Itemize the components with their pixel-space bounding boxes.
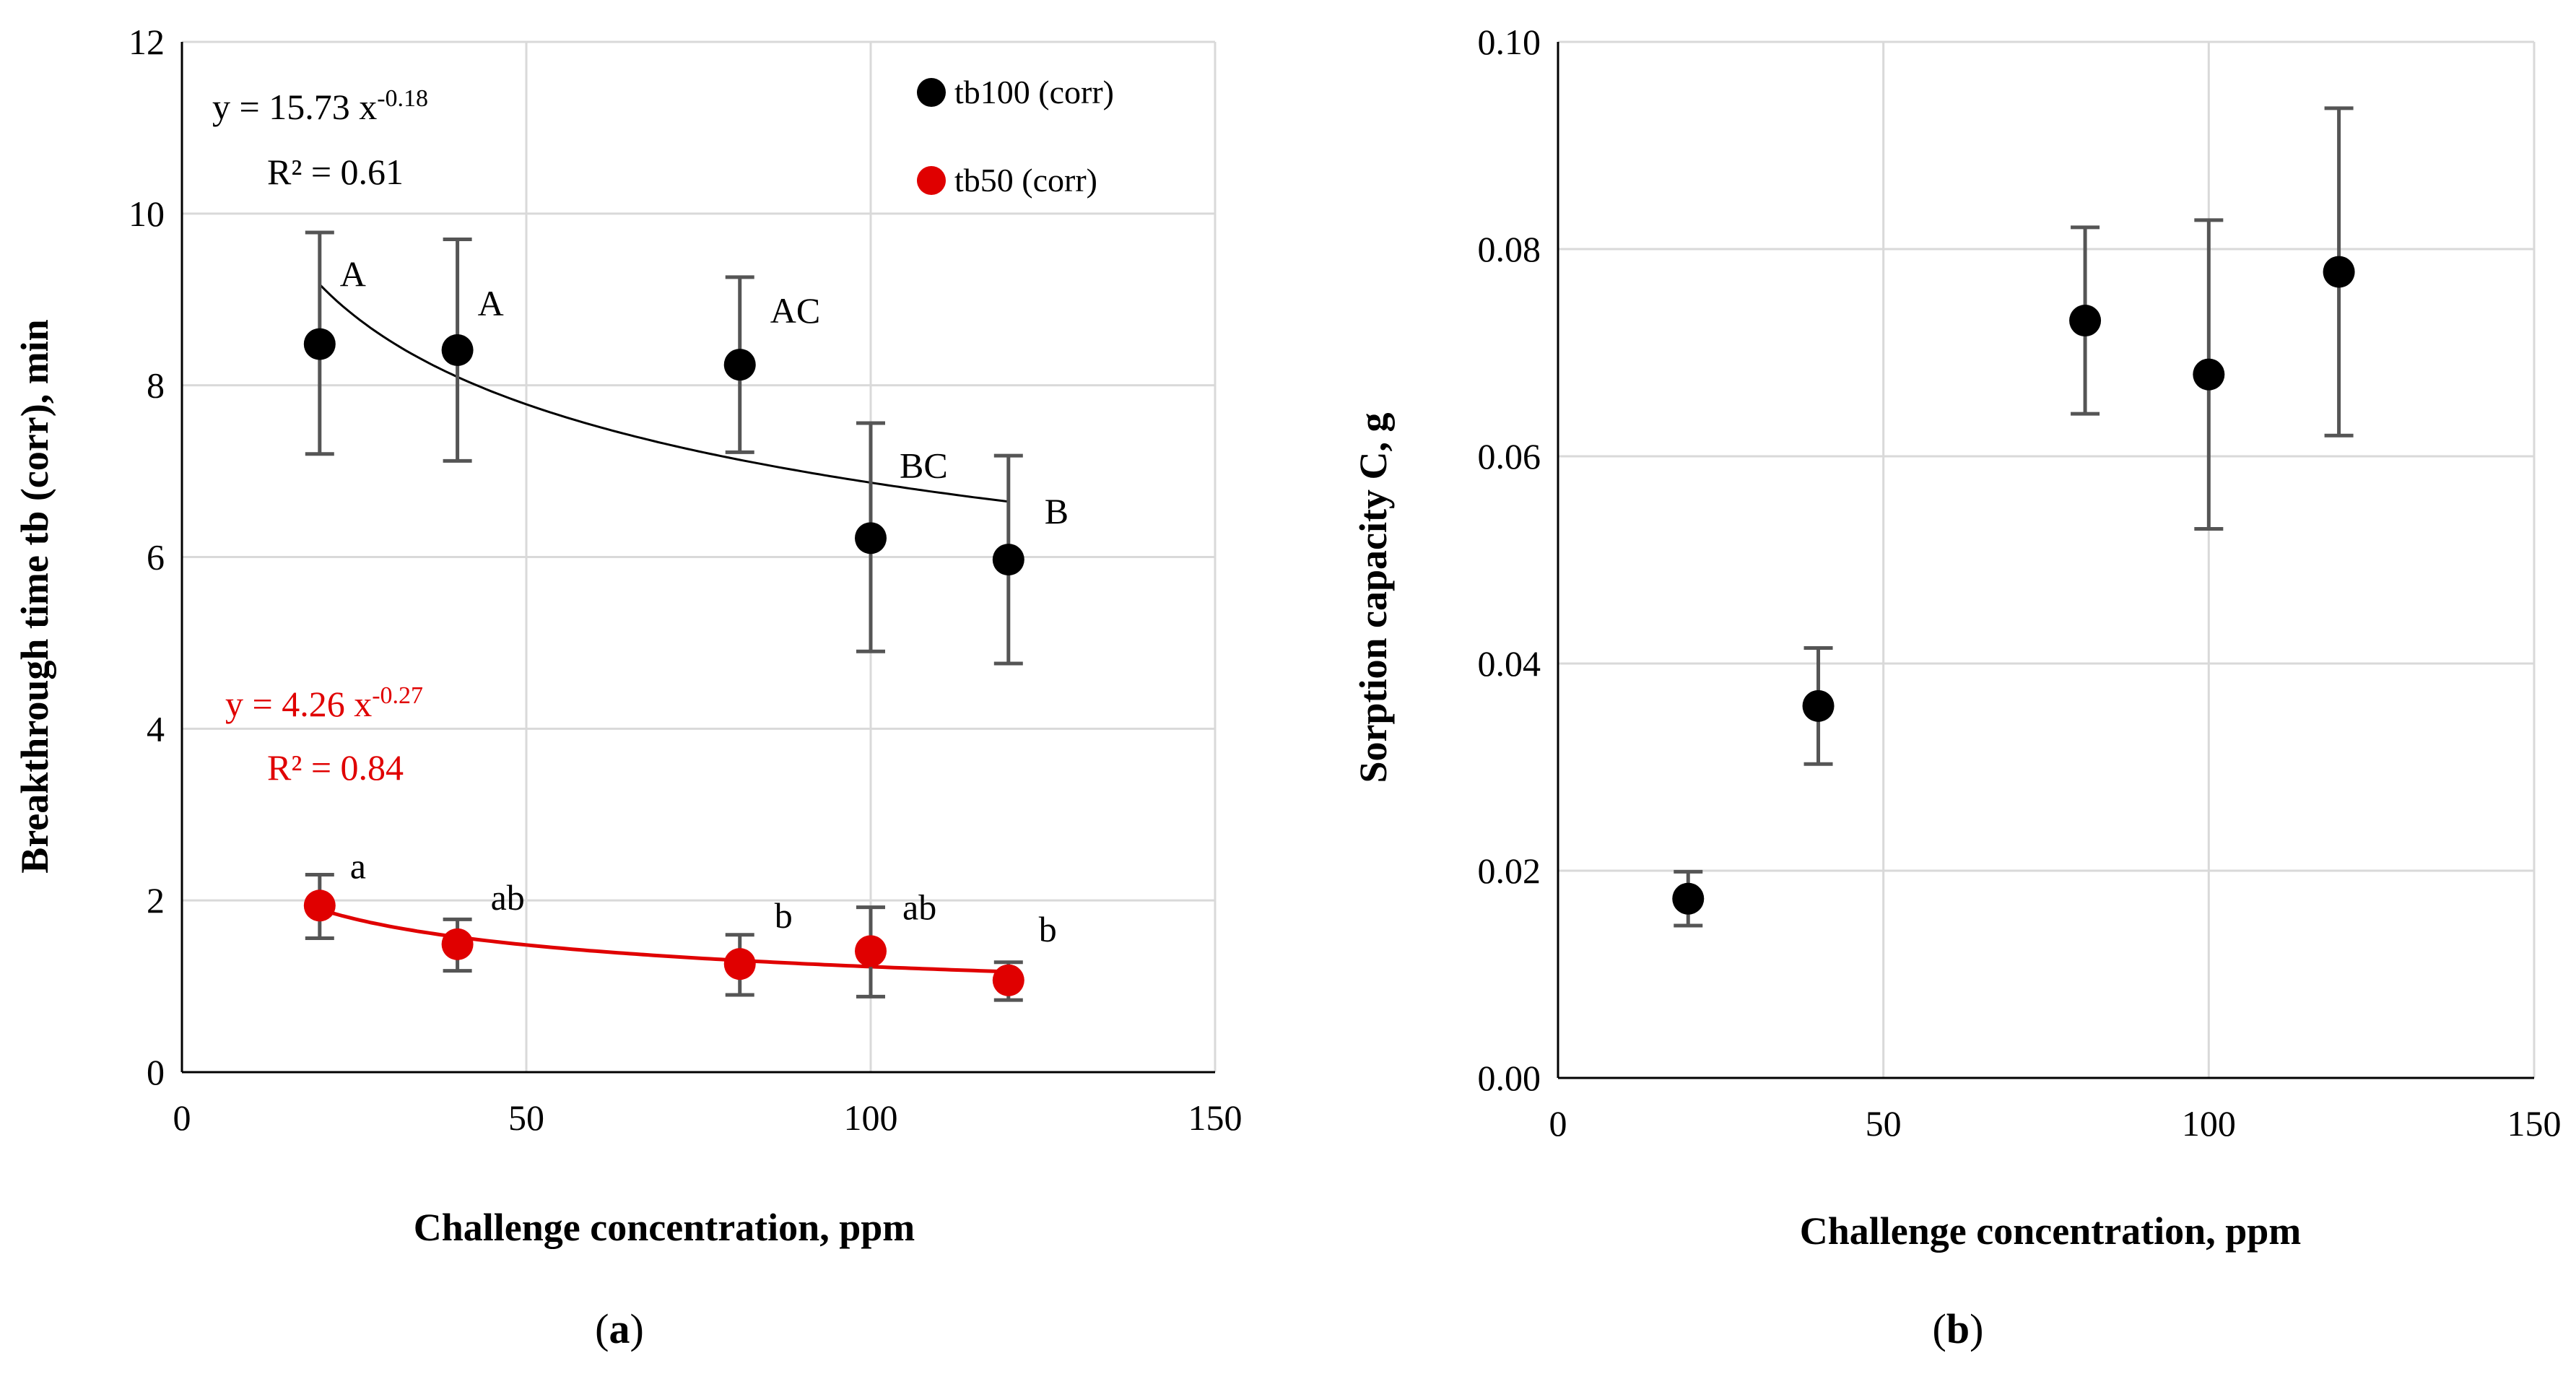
- panel-a-y-axis-title: Breakthrough time tb (corr), min: [13, 319, 56, 873]
- panel-b-error-bars: [1674, 106, 2354, 928]
- c-point: [2323, 256, 2355, 288]
- tb50-trend-line: [319, 908, 1009, 974]
- tb50-significance-letter: ab: [491, 877, 525, 918]
- panel-a-grid: [182, 40, 1217, 1072]
- tb50-trend-equation: y = 4.26 x-0.27: [225, 682, 423, 725]
- panel-b-x-axis-title: Challenge concentration, ppm: [1800, 1209, 2302, 1253]
- tb50-significance-letter: b: [775, 895, 793, 936]
- panel-b-markers: [1672, 256, 2355, 915]
- c-point: [1672, 882, 1705, 915]
- tb100-significance-letter: AC: [770, 290, 820, 331]
- tb50-point: [303, 889, 336, 922]
- panel-a: A A AC BC Ba ab b ab b 0 2 4 6 8 10 12 0 50 100 150 Challe…: [13, 22, 1243, 1352]
- tb100-r-squared: R² = 0.61: [267, 152, 404, 192]
- panel-b-y-tick-label: 0.02: [1478, 851, 1541, 891]
- c-point: [2193, 358, 2225, 391]
- tb100-significance-letter: A: [478, 283, 504, 323]
- panel-b-x-tick-label: 150: [2507, 1103, 2562, 1144]
- panel-a-tick-labels: 0 2 4 6 8 10 12 0 50 100 150: [129, 22, 1243, 1138]
- panel-a-y-tick-label: 6: [147, 537, 165, 578]
- tb50-point: [441, 928, 474, 960]
- panel-a-y-tick-label: 2: [147, 880, 165, 921]
- legend-marker-tb100: [917, 78, 946, 107]
- panel-a-y-tick-label: 12: [129, 22, 165, 62]
- panel-b-y-tick-label: 0.06: [1478, 436, 1541, 477]
- tb100-point: [723, 349, 756, 381]
- tb100-trend-equation: y = 15.73 x-0.18: [212, 85, 428, 128]
- panel-a-error-bars: [305, 230, 1023, 1002]
- tb100-equation-base: y = 15.73 x: [212, 87, 377, 127]
- tb50-point: [992, 964, 1024, 996]
- panel-a-y-tick-label: 8: [147, 365, 165, 406]
- panel-b-axes: [1557, 42, 2534, 1079]
- panel-b-grid: [1558, 40, 2536, 1078]
- panel-b-y-tick-label: 0.00: [1478, 1058, 1541, 1098]
- tb100-significance-letter: B: [1045, 491, 1069, 531]
- panel-b-y-tick-label: 0.04: [1478, 643, 1541, 684]
- panel-b-label: (b): [1933, 1305, 1984, 1352]
- c-point: [1802, 690, 1835, 722]
- tb50-r-squared: R² = 0.84: [267, 747, 404, 788]
- panel-a-x-tick-label: 0: [173, 1097, 191, 1138]
- panel-b-y-axis-title: Sorption capacity C, g: [1352, 413, 1395, 783]
- tb50-point: [855, 935, 887, 967]
- panel-b-tick-labels: 0.00 0.02 0.04 0.06 0.08 0.10 0 50 100 150: [1478, 22, 2562, 1144]
- panel-b: 0.00 0.02 0.04 0.06 0.08 0.10 0 50 100 150 Challe…: [1352, 22, 2562, 1352]
- legend-label-tb100: tb100 (corr): [954, 74, 1114, 110]
- panel-a-axes: [180, 42, 1215, 1074]
- panel-a-markers: [303, 328, 1024, 996]
- panel-a-trendlines: [318, 284, 1009, 974]
- tb100-point: [992, 544, 1024, 576]
- tb100-significance-letter: BC: [900, 445, 948, 485]
- panel-a-label: (a): [595, 1305, 644, 1352]
- tb100-point: [855, 522, 887, 554]
- tb100-point: [441, 334, 474, 366]
- panel-a-y-tick-label: 0: [147, 1052, 165, 1092]
- tb50-equation-base: y = 4.26 x: [225, 684, 372, 724]
- panel-a-y-tick-label: 10: [129, 193, 165, 234]
- legend-label-tb50: tb50 (corr): [954, 162, 1097, 199]
- panel-a-legend: tb100 (corr) tb50 (corr): [917, 74, 1114, 199]
- tb50-significance-letter: ab: [902, 887, 936, 927]
- tb50-significance-letter: b: [1039, 909, 1057, 949]
- tb100-significance-letter: A: [340, 254, 366, 295]
- panel-b-x-tick-label: 50: [1866, 1103, 1902, 1144]
- panel-a-x-tick-label: 100: [844, 1097, 898, 1138]
- panel-a-x-tick-label: 150: [1188, 1097, 1243, 1138]
- tb100-equation-exponent: -0.18: [377, 85, 428, 112]
- panel-a-y-tick-label: 4: [147, 708, 165, 749]
- panel-a-significance-letters: A A AC BC Ba ab b ab b: [340, 254, 1069, 949]
- panel-b-x-tick-label: 100: [2182, 1103, 2236, 1144]
- legend-marker-tb50: [917, 166, 946, 195]
- panel-b-y-tick-label: 0.10: [1478, 22, 1541, 62]
- c-point: [2069, 305, 2102, 337]
- tb50-equation-exponent: -0.27: [372, 682, 423, 709]
- tb100-trend-line: [318, 284, 1009, 503]
- panel-a-x-axis-title: Challenge concentration, ppm: [414, 1206, 915, 1249]
- panel-a-x-tick-label: 50: [508, 1097, 544, 1138]
- tb50-point: [723, 948, 756, 980]
- tb100-point: [303, 328, 336, 360]
- panel-b-x-tick-label: 0: [1549, 1103, 1567, 1144]
- tb50-significance-letter: a: [350, 845, 366, 886]
- panel-b-y-tick-label: 0.08: [1478, 229, 1541, 269]
